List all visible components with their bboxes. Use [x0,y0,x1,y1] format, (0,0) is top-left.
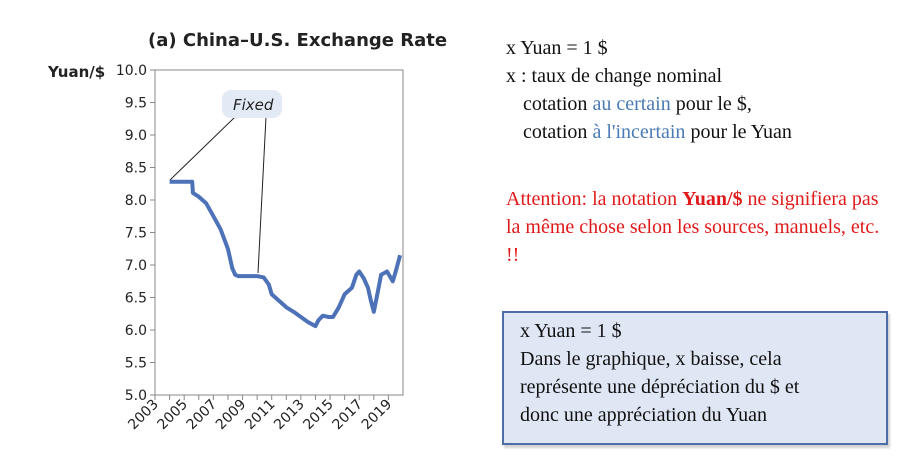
y-ticks: 10.0 9.5 9.0 8.5 8.0 7.5 7.0 6.5 6.0 5.5 5.0 [116,63,155,404]
x-tick-label: 2017 [330,397,367,434]
y-tick-label: 8.0 [125,193,147,209]
y-axis-unit: Yuan/$ [47,63,105,81]
x-tick-label: 2013 [271,397,308,434]
definition-line-2: x : taux de change nominal [506,65,723,87]
definition-line-3-c: pour le $, [670,93,752,115]
explanation-box: x Yuan = 1 $ Dans le graphique, x baisse… [502,311,888,445]
x-tick-label: 2005 [154,397,191,434]
y-tick-label: 8.5 [125,161,147,177]
box-line-2: Dans le graphique, x baisse, cela [520,348,782,370]
y-tick-label: 9.0 [125,128,147,144]
definition-line-4-a: cotation [523,121,593,143]
x-tick-label: 2019 [359,397,396,434]
box-line-1: x Yuan = 1 $ [520,320,622,342]
box-line-4: donc une appréciation du Yuan [520,404,767,426]
definition-line-3: cotation au certain pour le $, [506,90,896,118]
warning-notation: Yuan/$ [682,188,743,210]
definition-line-3-a: cotation [523,93,593,115]
y-tick-label: 7.0 [125,258,147,274]
definition-line-4: cotation à l'incertain pour le Yuan [506,118,896,146]
x-tick-label: 2007 [184,397,221,434]
exchange-rate-chart: (a) China–U.S. Exchange Rate Yuan/$ 10.0… [47,30,447,433]
x-tick-label: 2009 [213,397,250,434]
definition-line-1: x Yuan = 1 $ [506,37,608,59]
fixed-pointer-left [169,116,236,181]
y-tick-label: 6.5 [125,291,147,307]
x-tick-label: 2015 [300,397,337,434]
au-certain-term: au certain [592,93,671,115]
chart-title: (a) China–U.S. Exchange Rate [148,30,447,51]
warning-text-c: ne signifiera pas la même chose selon le… [506,188,880,266]
fixed-bubble [222,90,282,118]
y-tick-label: 9.5 [125,96,147,112]
fixed-pointer-right [257,116,267,274]
fixed-annotation: Fixed [169,90,282,274]
rate-series-line [169,179,403,329]
y-tick-label: 5.5 [125,356,147,372]
plot-frame [154,69,404,396]
y-tick-label: 5.0 [125,388,147,404]
x-tick-label: 2011 [242,397,279,434]
warning-paragraph: Attention: la notation Yuan/$ ne signifi… [506,185,896,269]
y-tick-label: 6.0 [125,323,147,339]
fixed-label: Fixed [233,96,274,114]
a-lincertain-term: à l'incertain [592,121,686,143]
y-tick-label: 7.5 [125,226,147,242]
y-tick-label: 10.0 [116,63,147,79]
warning-text-a: Attention: la notation [506,188,683,210]
definition-block: x Yuan = 1 $ x : taux de change nominal … [506,34,896,146]
definition-line-4-c: pour le Yuan [685,121,792,143]
box-line-3: représente une dépréciation du $ et [520,376,800,398]
